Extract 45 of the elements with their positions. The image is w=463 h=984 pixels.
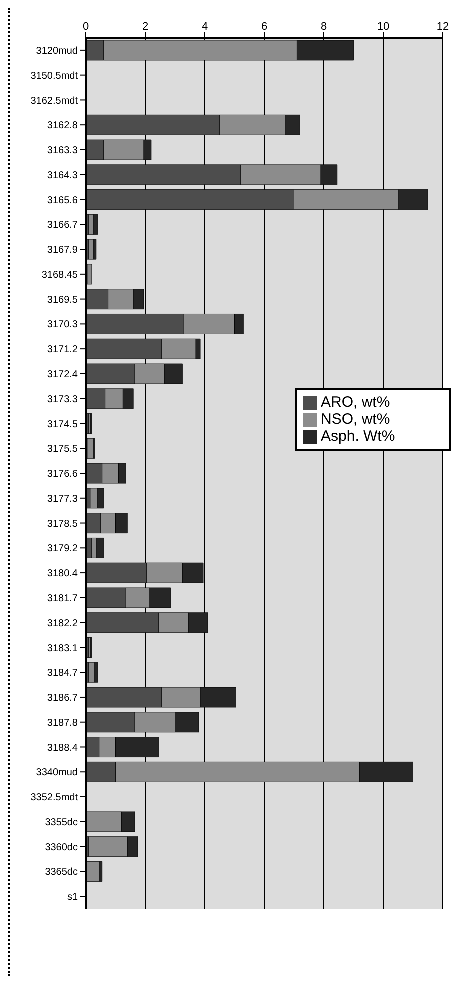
y-tick-label: 3178.5 [47, 518, 78, 530]
y-tick-label: 3184.7 [47, 668, 78, 680]
y-tick-label: 3165.6 [47, 195, 78, 206]
y-tick-label: 3340mud [36, 768, 78, 779]
y-tick-label: s1 [67, 892, 78, 904]
y-tick-label: 3163.3 [47, 146, 78, 157]
y-tick-label: 3170.3 [47, 320, 78, 331]
y-tick-label: 3171.2 [47, 344, 78, 356]
x-tick-label: 8 [320, 21, 328, 33]
y-tick-label: 3162.8 [47, 120, 78, 132]
x-tick-label: 2 [142, 21, 149, 33]
y-tick-label: 3177.3 [47, 494, 78, 505]
x-tick-label: 4 [202, 21, 208, 33]
y-tick-label: 3188.4 [47, 742, 78, 754]
y-tick-label: 3162.5mdt [30, 96, 78, 107]
y-tick-label: 3120mud [36, 46, 78, 57]
y-tick-label: 3168.45 [42, 270, 78, 281]
y-tick-label: 3173.3 [47, 394, 78, 406]
y-tick-label: 3169.5 [47, 294, 78, 306]
y-tick-label: 3167.9 [47, 245, 78, 256]
x-tick-label: 0 [82, 21, 90, 33]
y-tick-label: 3183.1 [47, 643, 78, 654]
legend-label: ARO, wt% [321, 394, 390, 411]
legend-label: NSO, wt% [321, 411, 390, 428]
y-tick-label: 3181.7 [47, 593, 78, 604]
y-tick-label: 3164.3 [47, 170, 78, 182]
y-tick-label: 3355dc [45, 817, 78, 828]
y-tick-label: 3187.8 [47, 718, 78, 729]
y-tick-label: 3360dc [45, 842, 78, 854]
y-tick-label: 3175.5 [47, 444, 78, 456]
y-tick-label: 3182.2 [47, 618, 78, 630]
x-tick-label: 10 [377, 21, 390, 33]
y-tick-label: 3150.5mdt [30, 70, 78, 82]
y-tick-label: 3166.7 [47, 220, 78, 232]
y-tick-label: 3172.4 [47, 370, 78, 381]
y-tick-label: 3179.2 [47, 544, 78, 555]
legend-label: Asph. Wt% [321, 428, 396, 445]
x-tick-label: 6 [261, 21, 268, 33]
y-tick-label: 3352.5mdt [30, 792, 78, 804]
y-tick-label: 3186.7 [47, 693, 78, 704]
x-tick-label: 12 [436, 21, 450, 33]
y-tick-label: 3174.5 [47, 419, 78, 430]
y-tick-label: 3365dc [45, 867, 78, 878]
y-tick-label: 3176.6 [47, 469, 78, 480]
y-tick-label: 3180.4 [47, 568, 78, 580]
